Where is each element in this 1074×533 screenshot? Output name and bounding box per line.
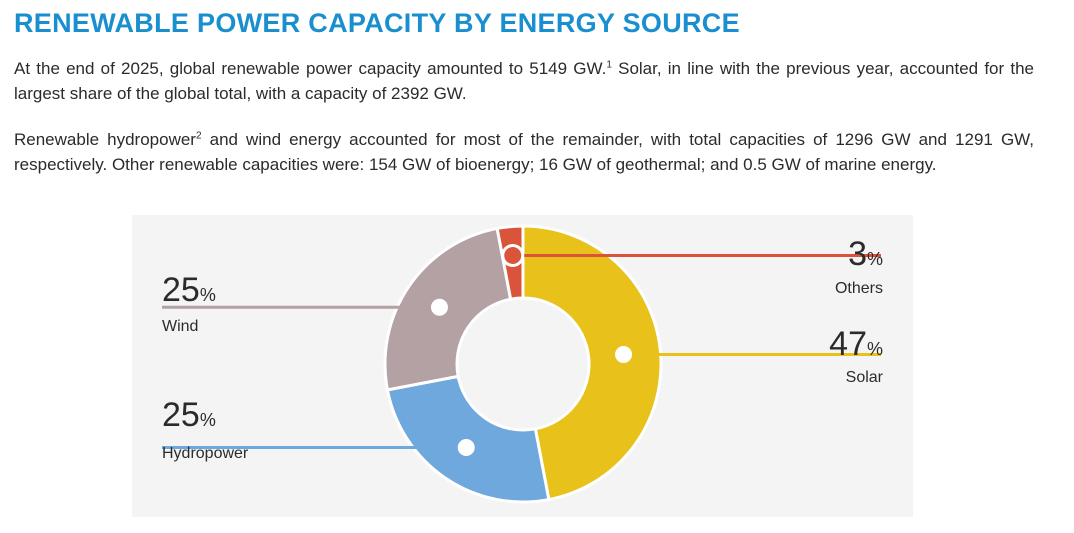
solar-value: 47 bbox=[829, 325, 867, 363]
leader-marker-hydropower bbox=[454, 436, 478, 460]
footnote-1[interactable]: 1 bbox=[606, 59, 612, 71]
others-label: Others bbox=[834, 280, 883, 297]
donut-chart-panel: 25% Wind 25% Hydropower 3% Others 47% So… bbox=[132, 215, 913, 517]
others-unit: % bbox=[866, 249, 883, 269]
leader-marker-wind bbox=[427, 295, 451, 319]
hydropower-percent: 25% bbox=[162, 398, 216, 437]
page-title: RENEWABLE POWER CAPACITY BY ENERGY SOURC… bbox=[14, 8, 740, 38]
wind-unit: % bbox=[199, 285, 216, 305]
solar-unit: % bbox=[866, 339, 883, 359]
footnote-2[interactable]: 2 bbox=[195, 130, 202, 142]
intro-text-b: Solar, in line with the previous year, a… bbox=[14, 59, 1034, 103]
solar-percent: 47% bbox=[829, 327, 883, 366]
hydropower-unit: % bbox=[199, 410, 216, 430]
slice-solar bbox=[521, 224, 663, 502]
hydropower-value: 25 bbox=[162, 396, 200, 434]
detail-text-a: Renewable hydropower bbox=[14, 130, 196, 149]
intro-paragraph: At the end of 2025, global renewable pow… bbox=[14, 56, 1034, 106]
wind-percent: 25% bbox=[162, 273, 216, 312]
wind-label: Wind bbox=[162, 318, 199, 335]
leader-marker-solar bbox=[612, 342, 636, 366]
others-value: 3 bbox=[848, 235, 867, 273]
detail-text-b: and wind energy accounted for most of th… bbox=[14, 130, 1034, 174]
wind-value: 25 bbox=[162, 271, 200, 309]
others-percent: 3% bbox=[848, 237, 883, 276]
donut-chart bbox=[162, 224, 881, 504]
detail-paragraph: Renewable hydropower2 and wind energy ac… bbox=[14, 127, 1034, 177]
leader-marker-others bbox=[501, 243, 525, 267]
hydropower-label: Hydropower bbox=[162, 445, 249, 462]
intro-text-a: At the end of 2025, global renewable pow… bbox=[14, 59, 607, 78]
solar-label: Solar bbox=[845, 369, 883, 386]
